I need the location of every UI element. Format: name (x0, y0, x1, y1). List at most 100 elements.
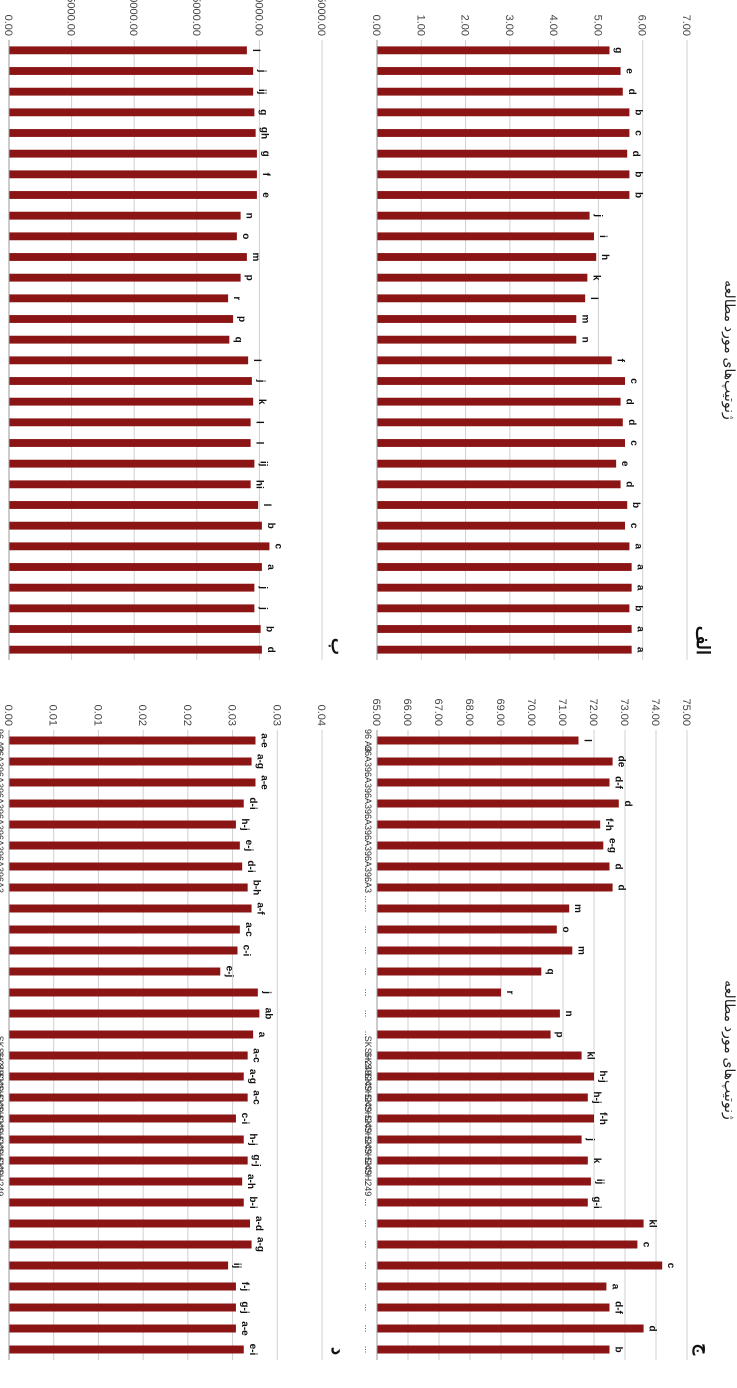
bar (9, 1261, 229, 1270)
bar (9, 604, 255, 613)
significance-letter: d-f (613, 1301, 624, 1314)
bar (9, 1093, 248, 1102)
significance-letter: a-g (247, 1069, 258, 1084)
significance-letter: a-e (258, 733, 269, 748)
category-label: SKSH249 (0, 1036, 5, 1076)
significance-letter: m (575, 946, 586, 955)
bar (9, 542, 270, 551)
significance-letter: d (630, 151, 641, 157)
y-tick-label: 5.00 (591, 15, 603, 36)
category-label: 96 A3 (0, 729, 5, 752)
category-label: 96A3 ... (0, 767, 5, 798)
significance-letter: o (560, 926, 571, 932)
category-label: ... (363, 1325, 373, 1333)
significance-letter: e-i (247, 1344, 258, 1356)
category-label: ... (0, 1010, 5, 1018)
significance-letter: a (265, 564, 276, 570)
bar (377, 925, 557, 934)
significance-letter: kl (585, 1051, 596, 1060)
significance-letter: d-f (613, 776, 624, 789)
bar (377, 335, 577, 344)
significance-letter: e (260, 192, 271, 198)
significance-letter: l (254, 421, 265, 424)
significance-letter: a-g (255, 1237, 266, 1252)
category-label: SKSH249 ... (0, 1157, 5, 1207)
bar (9, 1051, 248, 1060)
significance-letter: h-j (597, 1070, 608, 1082)
significance-letter: d (624, 481, 635, 487)
bar (377, 232, 594, 241)
bar (9, 883, 248, 892)
bar (377, 397, 621, 406)
significance-letter: q (232, 337, 243, 343)
significance-letter: kl (647, 1219, 658, 1228)
significance-letter: d-i (245, 860, 256, 872)
significance-letter: l (582, 739, 593, 742)
bar (377, 129, 630, 137)
significance-letter: g-j (251, 1154, 262, 1166)
significance-letter: k (256, 399, 267, 405)
significance-letter: f-j (239, 1282, 250, 1292)
bar (9, 904, 252, 913)
y-tick-label: 0.04 (315, 705, 327, 726)
significance-letter: c (628, 523, 639, 529)
y-tick-label: 0.02 (181, 705, 193, 726)
y-tick-label: 7.00 (680, 15, 692, 36)
bar (377, 211, 590, 220)
category-label: SKSH249 (363, 1036, 373, 1076)
significance-letter: a-d (253, 1216, 264, 1231)
significance-letter: ij (257, 461, 268, 467)
significance-letter: d (624, 399, 635, 405)
significance-letter: p (244, 275, 255, 281)
y-tick-label: 69.00 (494, 698, 506, 726)
bar (377, 1093, 588, 1102)
bar (8, 946, 238, 955)
bar (377, 967, 542, 976)
panel-alef: 0.00 1.00 2.00 3.00 4.00 5.00 6.00 7.00 الف g e d b c… (370, 15, 713, 660)
panel-be: 0.00 5000.00 10000.00 15000.00 20000.00 25000… (2, 0, 348, 660)
bar (8, 736, 256, 745)
bar (9, 315, 234, 323)
bar (377, 521, 625, 530)
bar (377, 67, 621, 75)
significance-letter: b (632, 192, 643, 198)
significance-letter: a (256, 1032, 267, 1038)
significance-letter: c (632, 130, 643, 136)
bar (9, 211, 241, 220)
significance-letter: g-j (239, 1301, 250, 1313)
bar (377, 820, 601, 829)
category-label: ... (363, 1010, 373, 1018)
significance-letter: l (261, 504, 272, 507)
panel-dal: 0.00 0.01 0.01 0.02 0.02 0.03 0.03 0.04 د a-e 96 A… (0, 705, 348, 1360)
significance-letter: m (250, 253, 261, 262)
significance-letter: g-i (591, 1196, 602, 1208)
significance-letter: r (231, 296, 242, 300)
bar (376, 1261, 663, 1270)
significance-letter: h-j (591, 1091, 602, 1103)
y-tick-label: 75.00 (680, 698, 692, 726)
bar (377, 645, 632, 654)
bar (9, 583, 255, 592)
significance-letter: c (628, 440, 639, 446)
significance-letter: a-e (239, 1321, 250, 1336)
bar (8, 480, 251, 489)
category-label: SKSH249 ... (363, 1136, 373, 1186)
significance-letter: a (609, 1284, 620, 1290)
significance-letter: a-c (251, 1090, 262, 1105)
significance-letter: g (257, 109, 268, 115)
significance-letter: c-i (240, 945, 251, 957)
category-label: 96A3 ... (363, 830, 373, 861)
significance-letter: m (579, 315, 590, 324)
bar (9, 170, 257, 179)
bar (377, 1009, 560, 1018)
y-tick-label: 0.01 (91, 705, 103, 726)
y-tick-label: 0.00 (2, 15, 14, 36)
significance-letter: f (260, 173, 271, 177)
category-label: ... (363, 1283, 373, 1291)
bar (9, 757, 252, 766)
bar (377, 439, 625, 447)
significance-letter: f-h (603, 818, 614, 831)
significance-letter: l (588, 297, 599, 300)
bar (9, 46, 247, 55)
category-label: 96A3 ... (363, 767, 373, 798)
